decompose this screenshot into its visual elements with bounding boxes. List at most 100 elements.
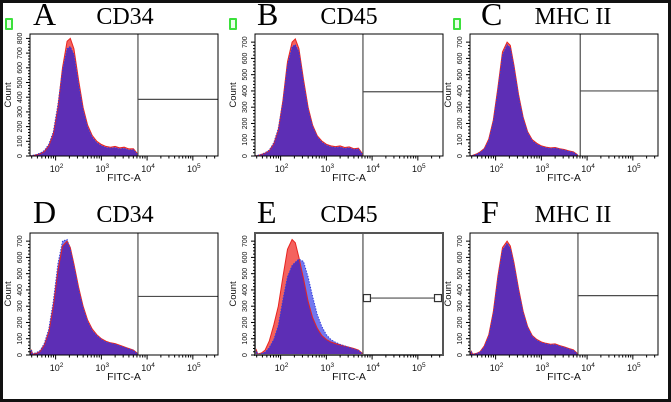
panel-letter: C — [481, 0, 503, 32]
svg-text:500: 500 — [457, 69, 464, 81]
svg-text:600: 600 — [457, 251, 464, 263]
svg-text:Count: Count — [3, 281, 14, 307]
svg-text:400: 400 — [242, 85, 249, 97]
svg-text:300: 300 — [17, 300, 24, 312]
panel-title: MHC II — [534, 4, 612, 30]
svg-text:400: 400 — [457, 85, 464, 97]
svg-text:103: 103 — [96, 362, 110, 373]
blue-histogram-outline — [255, 43, 364, 156]
red-histogram-outline — [30, 240, 139, 355]
svg-text:0: 0 — [457, 154, 464, 158]
gate-handle-left — [362, 293, 372, 303]
svg-text:Count: Count — [3, 82, 14, 108]
svg-text:104: 104 — [581, 362, 595, 373]
plot-frame — [469, 232, 659, 356]
svg-text:700: 700 — [242, 235, 249, 247]
y-axis: 0 100 200 300 400 500 600 700 Count — [228, 36, 255, 158]
histogram-svg: 0 100 200 300 400 500 600 700 Count 102 103 104 105 F… — [3, 232, 219, 383]
svg-text:300: 300 — [242, 101, 249, 113]
blue-histogram-outline — [470, 242, 579, 355]
gate-lines — [577, 233, 658, 355]
svg-text:400: 400 — [17, 91, 24, 103]
svg-text:200: 200 — [242, 118, 249, 130]
svg-text:200: 200 — [17, 317, 24, 329]
svg-text:500: 500 — [457, 268, 464, 280]
panel-d: D CD34 0 100 200 300 400 500 600 700 Count 102 103… — [3, 194, 227, 399]
gate-handle-right — [433, 293, 443, 303]
svg-text:100: 100 — [457, 333, 464, 345]
svg-text:600: 600 — [17, 62, 24, 74]
gate-lines — [137, 233, 218, 355]
overlap-histogram-fill — [470, 243, 578, 355]
svg-text:0: 0 — [17, 154, 24, 158]
panel-e: E CD45 0 100 200 300 400 500 600 700 Count 102 103… — [227, 194, 451, 399]
plot-frame — [254, 33, 444, 157]
svg-text:700: 700 — [242, 36, 249, 48]
svg-text:104: 104 — [141, 163, 155, 174]
svg-text:102: 102 — [275, 362, 289, 373]
svg-text:105: 105 — [627, 163, 641, 174]
svg-text:300: 300 — [457, 101, 464, 113]
panel-title: CD34 — [96, 4, 154, 30]
panel-title: CD45 — [320, 4, 378, 30]
svg-text:500: 500 — [17, 77, 24, 89]
panel-b: B CD45 0 100 200 300 400 500 600 700 Count 102 103… — [227, 3, 451, 201]
svg-text:800: 800 — [17, 32, 24, 44]
gate-lines — [362, 233, 443, 355]
svg-text:500: 500 — [242, 268, 249, 280]
histogram-series — [470, 41, 579, 156]
svg-text:200: 200 — [17, 121, 24, 133]
histogram-plot: 0 100 200 300 400 500 600 700 Count 102 103 104 105 F… — [443, 201, 668, 399]
histogram-series — [255, 37, 364, 156]
y-axis: 0 100 200 300 400 500 600 700 800 Count — [3, 32, 30, 158]
histogram-svg: 0 100 200 300 400 500 600 700 Count 102 103 104 105 F… — [443, 33, 659, 184]
svg-text:700: 700 — [17, 47, 24, 59]
plot-frame — [29, 232, 219, 356]
histogram-plot: 0 100 200 300 400 500 600 700 Count 102 103 104 105 F… — [227, 3, 451, 201]
histogram-series — [30, 238, 139, 355]
panel-title: MHC II — [534, 202, 612, 228]
panel-letter: E — [257, 194, 277, 230]
x-axis: 102 103 104 105 FITC-A — [31, 156, 216, 184]
red-histogram-outline — [470, 240, 579, 355]
svg-text:300: 300 — [242, 300, 249, 312]
svg-text:100: 100 — [242, 333, 249, 345]
x-axis: 102 103 104 105 FITC-A — [471, 156, 656, 184]
plot-frame — [254, 232, 444, 356]
svg-text:104: 104 — [581, 163, 595, 174]
histogram-plot: 0 100 200 300 400 500 600 700 800 Count 102 103 104 1… — [3, 3, 227, 201]
svg-text:Count: Count — [443, 281, 454, 307]
svg-text:FITC-A: FITC-A — [332, 371, 366, 383]
y-axis: 0 100 200 300 400 500 600 700 Count — [3, 235, 30, 357]
gate-lines — [362, 34, 443, 156]
plot-frame — [29, 33, 219, 157]
histogram-series — [255, 238, 364, 355]
svg-text:103: 103 — [321, 163, 335, 174]
svg-text:100: 100 — [457, 134, 464, 146]
svg-text:105: 105 — [412, 163, 426, 174]
svg-text:Count: Count — [228, 82, 239, 108]
x-axis: 102 103 104 105 FITC-A — [256, 355, 441, 383]
svg-text:Count: Count — [228, 281, 239, 307]
svg-text:100: 100 — [17, 135, 24, 147]
svg-text:100: 100 — [242, 134, 249, 146]
blue-histogram-outline — [30, 238, 139, 355]
svg-text:600: 600 — [17, 251, 24, 263]
panel-letter: A — [33, 0, 57, 32]
overlap-histogram-fill — [470, 44, 578, 156]
blue-histogram-outline — [470, 43, 579, 156]
svg-text:200: 200 — [457, 118, 464, 130]
plot-frame — [469, 33, 659, 157]
svg-text:400: 400 — [457, 284, 464, 296]
svg-text:105: 105 — [187, 163, 201, 174]
panel-letter: D — [33, 194, 57, 230]
overlap-histogram-fill — [255, 259, 363, 355]
y-axis: 0 100 200 300 400 500 600 700 Count — [443, 235, 470, 357]
svg-text:103: 103 — [321, 362, 335, 373]
histogram-plot: 0 100 200 300 400 500 600 700 Count 102 103 104 105 F… — [3, 201, 227, 399]
svg-text:102: 102 — [50, 362, 64, 373]
green-roi-indicator-icon — [229, 18, 237, 30]
svg-text:700: 700 — [17, 235, 24, 247]
gate-lines — [579, 34, 658, 156]
